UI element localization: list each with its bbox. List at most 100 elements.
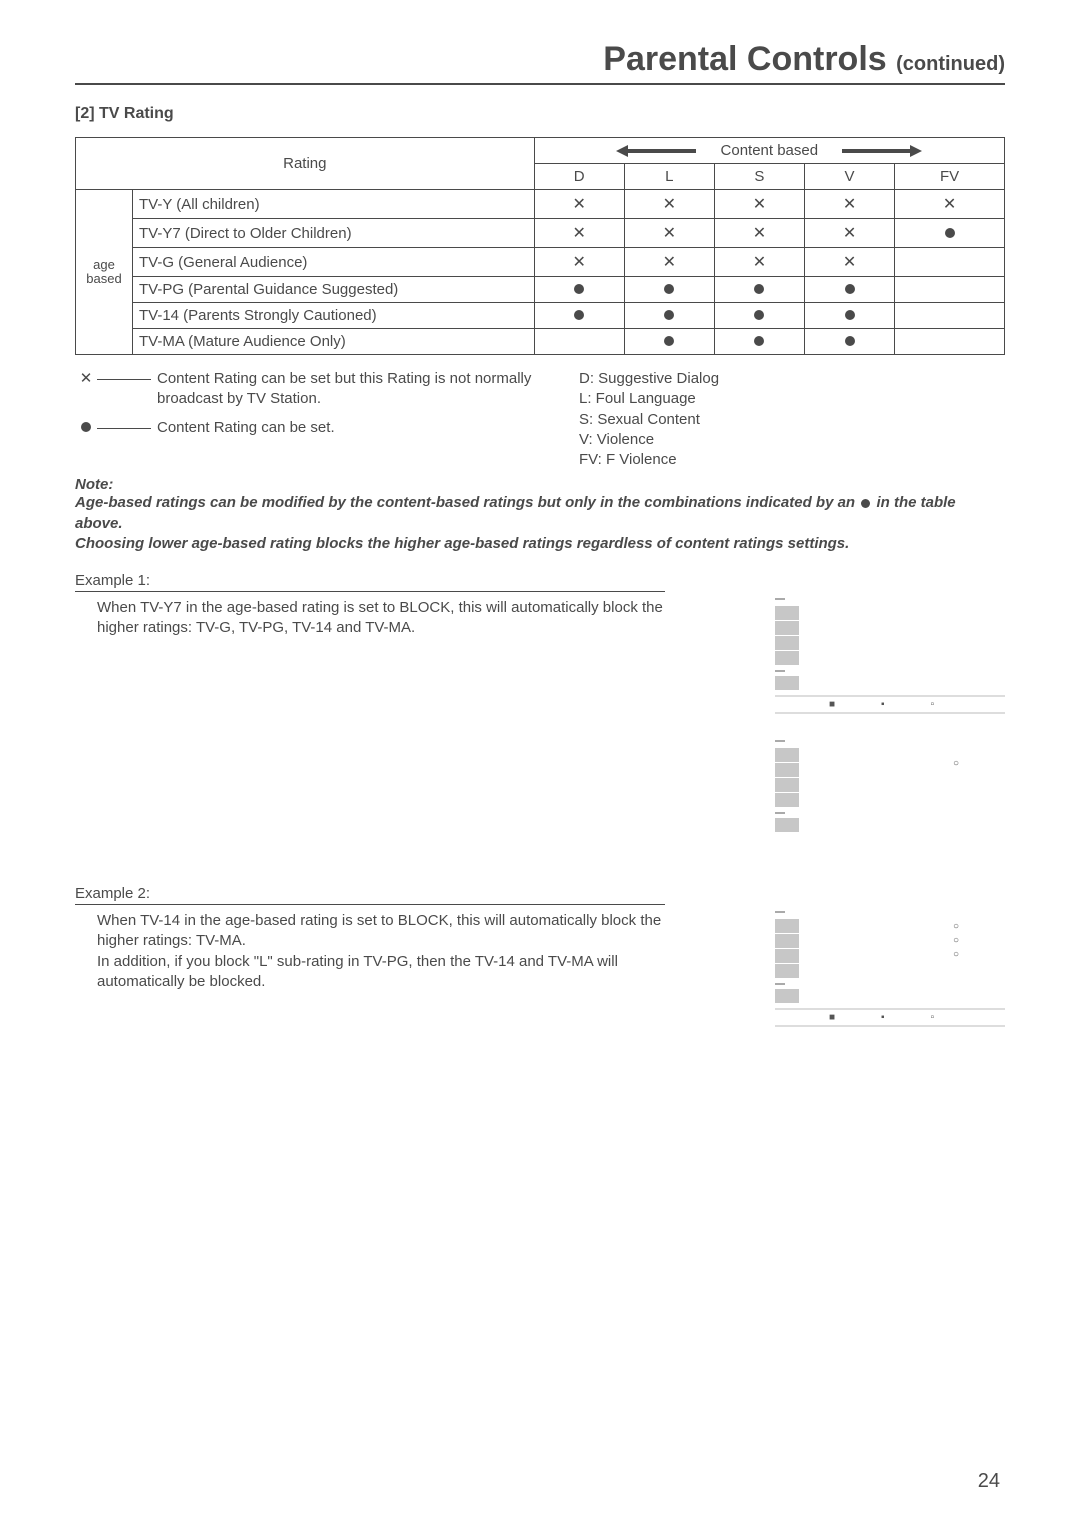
cell: ✕ bbox=[624, 219, 714, 248]
rating-label: TV-PG (Parental Guidance Suggested) bbox=[133, 277, 535, 303]
dot-icon bbox=[75, 418, 97, 438]
cell bbox=[895, 277, 1005, 303]
example2-text: When TV-14 in the age-based rating is se… bbox=[75, 911, 665, 992]
note-label: Note: bbox=[75, 476, 1005, 493]
mini-panel: ■ ▪ ▫ ○ ○ ○ bbox=[775, 911, 1005, 1027]
cell: ✕ bbox=[714, 219, 804, 248]
cell bbox=[714, 329, 804, 355]
cell bbox=[895, 248, 1005, 277]
table-row: TV-PG (Parental Guidance Suggested) bbox=[76, 277, 1005, 303]
axis-mark: ▪ bbox=[881, 1012, 885, 1023]
axis-mark: ▫ bbox=[931, 1012, 935, 1023]
dot-icon bbox=[574, 284, 584, 294]
x-icon: ✕ bbox=[753, 196, 766, 213]
bars-icon bbox=[775, 606, 1005, 666]
legend-codes: D: Suggestive Dialog L: Foul Language S:… bbox=[565, 369, 719, 470]
legend-row-dot: Content Rating can be set. bbox=[75, 418, 565, 438]
age-based-line1: age bbox=[93, 257, 115, 272]
rating-label: TV-Y (All children) bbox=[133, 190, 535, 219]
legend-dot-text: Content Rating can be set. bbox=[151, 418, 335, 438]
col-L: L bbox=[624, 164, 714, 190]
line-icon bbox=[97, 428, 151, 429]
arrow-left-icon bbox=[626, 149, 696, 153]
dot-icon bbox=[574, 310, 584, 320]
cell: ✕ bbox=[534, 248, 624, 277]
example2-body: When TV-14 in the age-based rating is se… bbox=[75, 911, 1005, 1053]
code-S: S: Sexual Content bbox=[579, 410, 719, 430]
table-row: age based TV-Y (All children) ✕ ✕ ✕ ✕ ✕ bbox=[76, 190, 1005, 219]
x-icon: ✕ bbox=[663, 196, 676, 213]
example1-graphic: ■ ▪ ▫ ○ bbox=[775, 598, 1005, 867]
cell bbox=[895, 303, 1005, 329]
dot-icon bbox=[754, 310, 764, 320]
code-FV: FV: F Violence bbox=[579, 450, 719, 470]
cell bbox=[805, 329, 895, 355]
rating-label: TV-14 (Parents Strongly Cautioned) bbox=[133, 303, 535, 329]
x-icon: ✕ bbox=[843, 254, 856, 271]
x-icon: ✕ bbox=[843, 225, 856, 242]
line-icon bbox=[97, 379, 151, 380]
note-line1a: Age-based ratings can be modified by the… bbox=[75, 494, 855, 511]
col-FV: FV bbox=[895, 164, 1005, 190]
axis-row: ■ ▪ ▫ bbox=[775, 695, 1005, 714]
mini-panel: ○ bbox=[775, 740, 1005, 841]
age-based-line2: based bbox=[86, 271, 121, 286]
title-continued: (continued) bbox=[896, 53, 1005, 75]
axis-row: ■ ▪ ▫ bbox=[775, 1008, 1005, 1027]
code-V: V: Violence bbox=[579, 430, 719, 450]
header-rule bbox=[75, 83, 1005, 85]
cell bbox=[895, 219, 1005, 248]
cell: ✕ bbox=[624, 190, 714, 219]
x-icon: ✕ bbox=[843, 196, 856, 213]
cell bbox=[534, 329, 624, 355]
tick-icon bbox=[775, 670, 785, 672]
tick-icon bbox=[775, 911, 785, 913]
cell: ✕ bbox=[714, 248, 804, 277]
cell: ✕ bbox=[624, 248, 714, 277]
legend-row-x: ✕ Content Rating can be set but this Rat… bbox=[75, 369, 565, 410]
table-row: TV-G (General Audience) ✕ ✕ ✕ ✕ bbox=[76, 248, 1005, 277]
bars-icon bbox=[775, 919, 1005, 979]
axis-row bbox=[775, 837, 1005, 841]
cell: ✕ bbox=[805, 190, 895, 219]
circle-icon: ○ bbox=[953, 935, 959, 946]
page-number: 24 bbox=[978, 1470, 1000, 1493]
table-row: TV-14 (Parents Strongly Cautioned) bbox=[76, 303, 1005, 329]
cell: ✕ bbox=[805, 219, 895, 248]
axis-mark: ■ bbox=[829, 699, 835, 710]
content-based-header: Content based bbox=[534, 138, 1004, 164]
dot-icon bbox=[845, 310, 855, 320]
rating-label: TV-Y7 (Direct to Older Children) bbox=[133, 219, 535, 248]
rating-table: Rating Content based D L S V FV age base… bbox=[75, 137, 1005, 355]
dot-icon bbox=[754, 284, 764, 294]
dot-icon bbox=[664, 310, 674, 320]
x-icon: ✕ bbox=[75, 369, 97, 389]
page: Parental Controls (continued) [2] TV Rat… bbox=[0, 0, 1080, 1527]
x-icon: ✕ bbox=[663, 254, 676, 271]
x-icon: ✕ bbox=[663, 225, 676, 242]
bar-icon bbox=[775, 676, 799, 691]
note-text-1: Age-based ratings can be modified by the… bbox=[75, 493, 1005, 534]
axis-mark: ▪ bbox=[881, 699, 885, 710]
cell bbox=[714, 277, 804, 303]
dot-icon bbox=[845, 284, 855, 294]
x-icon: ✕ bbox=[572, 196, 585, 213]
legend-left: ✕ Content Rating can be set but this Rat… bbox=[75, 369, 565, 470]
dot-icon bbox=[945, 228, 955, 238]
circle-icon: ○ bbox=[953, 921, 959, 932]
dot-icon bbox=[664, 336, 674, 346]
cell: ✕ bbox=[895, 190, 1005, 219]
example1-rule bbox=[75, 591, 665, 592]
cell bbox=[534, 303, 624, 329]
table-row: TV-Y7 (Direct to Older Children) ✕ ✕ ✕ ✕ bbox=[76, 219, 1005, 248]
tick-icon bbox=[775, 598, 785, 600]
cell bbox=[624, 277, 714, 303]
example1-body: When TV-Y7 in the age-based rating is se… bbox=[75, 598, 1005, 867]
x-icon: ✕ bbox=[943, 196, 956, 213]
col-D: D bbox=[534, 164, 624, 190]
section-label: [2] TV Rating bbox=[75, 105, 1005, 123]
rating-label: TV-MA (Mature Audience Only) bbox=[133, 329, 535, 355]
legend: ✕ Content Rating can be set but this Rat… bbox=[75, 369, 1005, 470]
col-S: S bbox=[714, 164, 804, 190]
mini-panel: ■ ▪ ▫ bbox=[775, 598, 1005, 714]
